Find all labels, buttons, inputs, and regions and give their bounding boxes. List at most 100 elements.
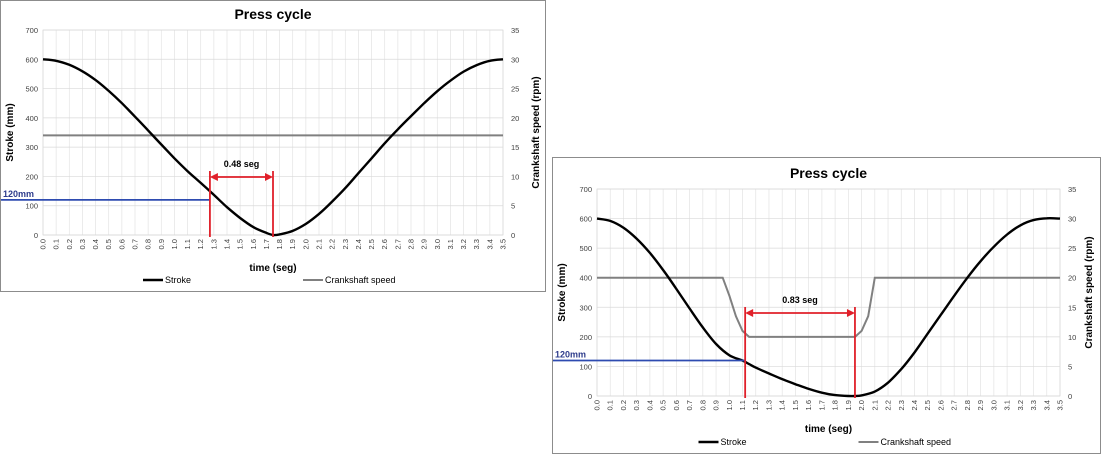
y2-tick-label: 35	[1068, 185, 1076, 194]
y-axis-title: Stroke (mm)	[557, 263, 568, 321]
x-tick-label: 0.9	[712, 400, 721, 410]
y-tick-label: 400	[579, 274, 592, 283]
x-tick-label: 1.0	[170, 239, 179, 249]
x-tick-label: 2.7	[393, 239, 402, 249]
annotation-arrowhead-left	[209, 173, 218, 181]
annotation-120mm-label: 120mm	[555, 350, 586, 360]
x-tick-label: 2.1	[315, 239, 324, 249]
y2-axis-title: Crankshaft speed (rpm)	[1084, 236, 1095, 348]
legend-crankshaft-label: Crankshaft speed	[881, 437, 952, 447]
press-cycle-chart-2: Press cycle 0 100 200 300 400 500 600 700 0 5 10 15 2…	[552, 157, 1101, 454]
x-tick-label: 2.1	[870, 400, 879, 410]
y-tick-label: 500	[25, 85, 38, 94]
y2-tick-label: 15	[511, 143, 519, 152]
annotation-duration-label: 0.48 seg	[224, 159, 260, 169]
y2-tick-label: 15	[1068, 303, 1076, 312]
y-tick-label: 100	[579, 362, 592, 371]
series-stroke-line	[596, 217, 1061, 398]
x-tick-label: 1.6	[249, 239, 258, 249]
chart-svg: Press cycle 0 100 200 300 400 500 600 700 0 5 10 15 2…	[1, 6, 542, 285]
y-tick-label: 200	[25, 172, 38, 181]
y-tick-label: 600	[25, 55, 38, 64]
x-tick-label: 0.3	[632, 400, 641, 410]
x-tick-label: 1.3	[764, 400, 773, 410]
x-tick-label: 0.0	[593, 400, 602, 410]
annotation-arrowhead-right	[265, 173, 273, 181]
x-tick-label: 0.8	[698, 400, 707, 410]
x-tick-label: 2.0	[857, 400, 866, 410]
plot-area	[596, 188, 1061, 397]
annotation-duration-label: 0.83 seg	[782, 295, 818, 305]
y2-tick-label: 20	[511, 114, 519, 123]
x-tick-label: 0.5	[104, 239, 113, 249]
x-tick-label: 1.8	[831, 400, 840, 410]
chart-svg: Press cycle 0 100 200 300 400 500 600 700 0 5 10 15 2…	[553, 165, 1095, 447]
y2-tick-label: 20	[1068, 274, 1076, 283]
gridlines	[596, 188, 1061, 397]
x-tick-label: 3.0	[433, 239, 442, 249]
y2-tick-label: 10	[511, 172, 519, 181]
chart-title: Press cycle	[790, 165, 867, 181]
legend-crankshaft-label: Crankshaft speed	[325, 275, 396, 285]
x-tick-label: 3.5	[1056, 400, 1065, 410]
press-cycle-chart-1: Press cycle 0 100 200 300 400 500 600 700 0 5 10 15 2…	[0, 0, 546, 292]
y-tick-label: 0	[34, 231, 38, 240]
y2-tick-label: 5	[511, 202, 515, 211]
x-tick-label: 3.0	[989, 400, 998, 410]
annotation-arrowhead-left	[745, 309, 754, 317]
y-tick-label: 100	[25, 202, 38, 211]
x-tick-label: 2.0	[301, 239, 310, 249]
x-tick-label: 2.8	[963, 400, 972, 410]
annotation-120mm-label: 120mm	[3, 189, 34, 199]
x-tick-label: 1.4	[778, 400, 787, 410]
series-crankshaft-speed-line	[597, 276, 1060, 338]
legend-stroke-label: Stroke	[165, 275, 191, 285]
x-tick-label: 3.2	[459, 239, 468, 249]
x-tick-label: 0.1	[606, 400, 615, 410]
x-tick-label: 2.9	[976, 400, 985, 410]
x-tick-label: 0.9	[157, 239, 166, 249]
x-tick-label: 2.2	[884, 400, 893, 410]
x-tick-label: 0.7	[685, 400, 694, 410]
x-tick-label: 3.1	[446, 239, 455, 249]
x-tick-label: 0.2	[619, 400, 628, 410]
y-tick-label: 300	[25, 143, 38, 152]
y-tick-label: 0	[588, 392, 592, 401]
x-tick-label: 1.0	[725, 400, 734, 410]
x-tick-label: 2.3	[341, 239, 350, 249]
x-tick-label: 0.5	[659, 400, 668, 410]
x-tick-label: 2.8	[407, 239, 416, 249]
x-tick-label: 0.2	[65, 239, 74, 249]
x-tick-label: 1.7	[817, 400, 826, 410]
x-tick-label: 0.1	[52, 239, 61, 249]
y-tick-label: 300	[579, 303, 592, 312]
x-tick-label: 1.5	[236, 239, 245, 249]
x-tick-label: 2.7	[950, 400, 959, 410]
y-tick-label: 600	[579, 215, 592, 224]
x-tick-label: 0.8	[144, 239, 153, 249]
x-tick-label: 1.8	[275, 239, 284, 249]
x-tick-label: 0.4	[91, 239, 100, 249]
x-tick-label: 0.4	[645, 400, 654, 410]
x-tick-label: 1.3	[209, 239, 218, 249]
x-tick-label: 0.3	[78, 239, 87, 249]
x-axis-title: time (seg)	[249, 263, 296, 274]
x-tick-label: 3.4	[1042, 400, 1051, 410]
x-tick-label: 1.9	[844, 400, 853, 410]
x-tick-label: 1.4	[223, 239, 232, 249]
x-tick-label: 0.6	[117, 239, 126, 249]
legend-stroke-label: Stroke	[721, 437, 747, 447]
x-tick-label: 1.2	[196, 239, 205, 249]
x-tick-label: 2.5	[923, 400, 932, 410]
y2-tick-label: 0	[511, 231, 515, 240]
y-tick-label: 400	[25, 114, 38, 123]
x-tick-label: 2.2	[328, 239, 337, 249]
y2-tick-label: 30	[1068, 215, 1076, 224]
x-tick-label: 2.6	[936, 400, 945, 410]
x-tick-label: 2.6	[380, 239, 389, 249]
x-tick-label: 0.7	[131, 239, 140, 249]
x-axis-title: time (seg)	[805, 424, 852, 435]
annotation-arrowhead-right	[846, 309, 855, 317]
x-tick-label: 2.3	[897, 400, 906, 410]
x-tick-label: 1.1	[183, 239, 192, 249]
